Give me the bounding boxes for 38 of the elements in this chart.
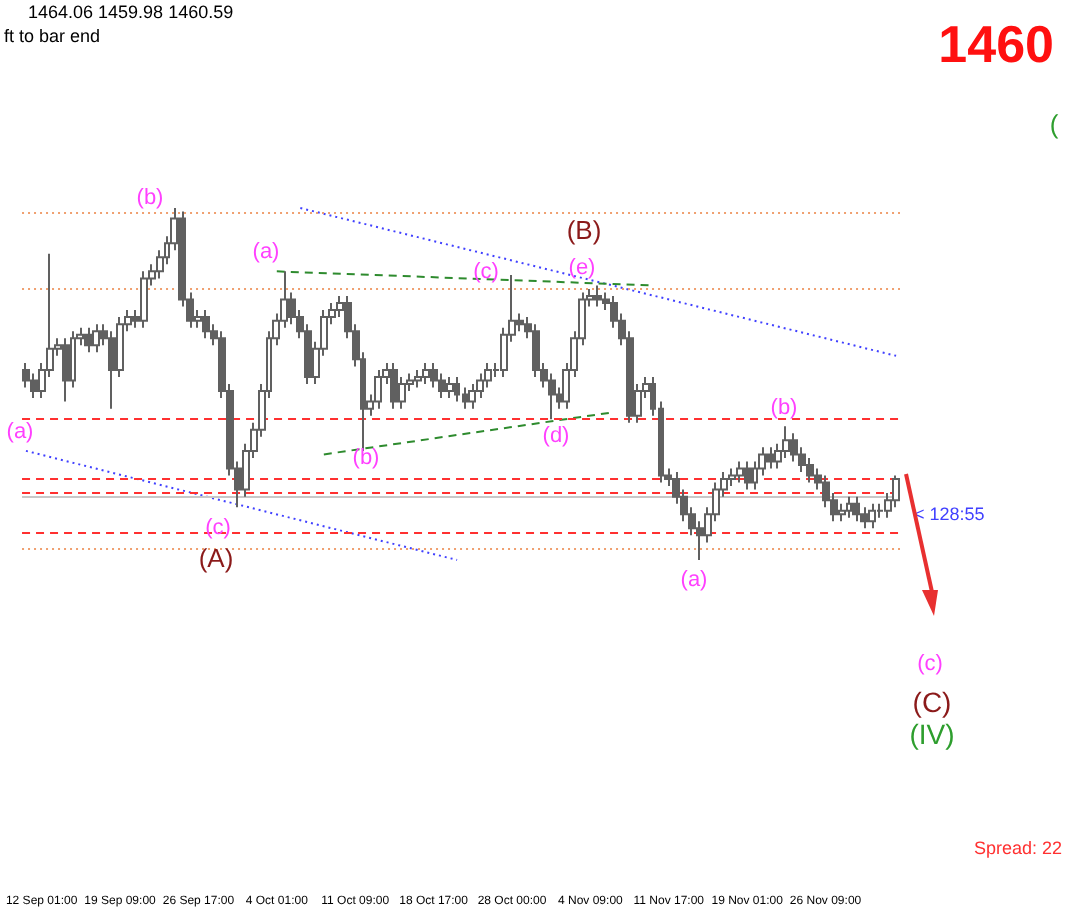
candlestick (62, 337, 70, 403)
annotation: (e) (568, 256, 596, 280)
annotation: (a) (6, 420, 34, 444)
candlestick (374, 368, 382, 410)
candlestick (140, 270, 148, 329)
candlestick (92, 323, 100, 354)
text: (c) (917, 652, 943, 676)
text: (IV) (909, 718, 955, 750)
candlestick (422, 361, 430, 385)
text: ft to bar end (4, 26, 101, 46)
annotation: (b) (136, 186, 164, 210)
candlestick (594, 284, 602, 308)
candlestick (852, 495, 860, 523)
candlestick (868, 502, 876, 530)
candlestick (446, 375, 454, 400)
candlestick (846, 495, 852, 519)
annotation: (c) (205, 516, 231, 540)
candlestick (744, 460, 752, 491)
annotation: (B) (566, 215, 602, 245)
text: (a) (680, 568, 708, 592)
annotation: (b) (770, 396, 798, 420)
text: (C) (912, 686, 952, 718)
annotation: (a) (252, 240, 280, 264)
chart-title: 1460 (938, 14, 1055, 74)
annotation: (A) (198, 543, 234, 573)
annotation: (c) (473, 260, 499, 284)
annotation: (b) (352, 446, 380, 470)
candlestick (414, 368, 422, 389)
candlestick (766, 446, 774, 470)
candlestick (736, 460, 744, 484)
chart-subtitle: 1464.06 1459.98 1460.59 (28, 2, 234, 22)
text: Spread: 22 (973, 838, 1062, 858)
candlestick (202, 309, 210, 340)
annotation: (d) (542, 424, 570, 448)
candlestick (454, 375, 460, 403)
text: ( (1049, 109, 1060, 139)
candlestick (390, 361, 398, 410)
candlestick (84, 326, 92, 354)
